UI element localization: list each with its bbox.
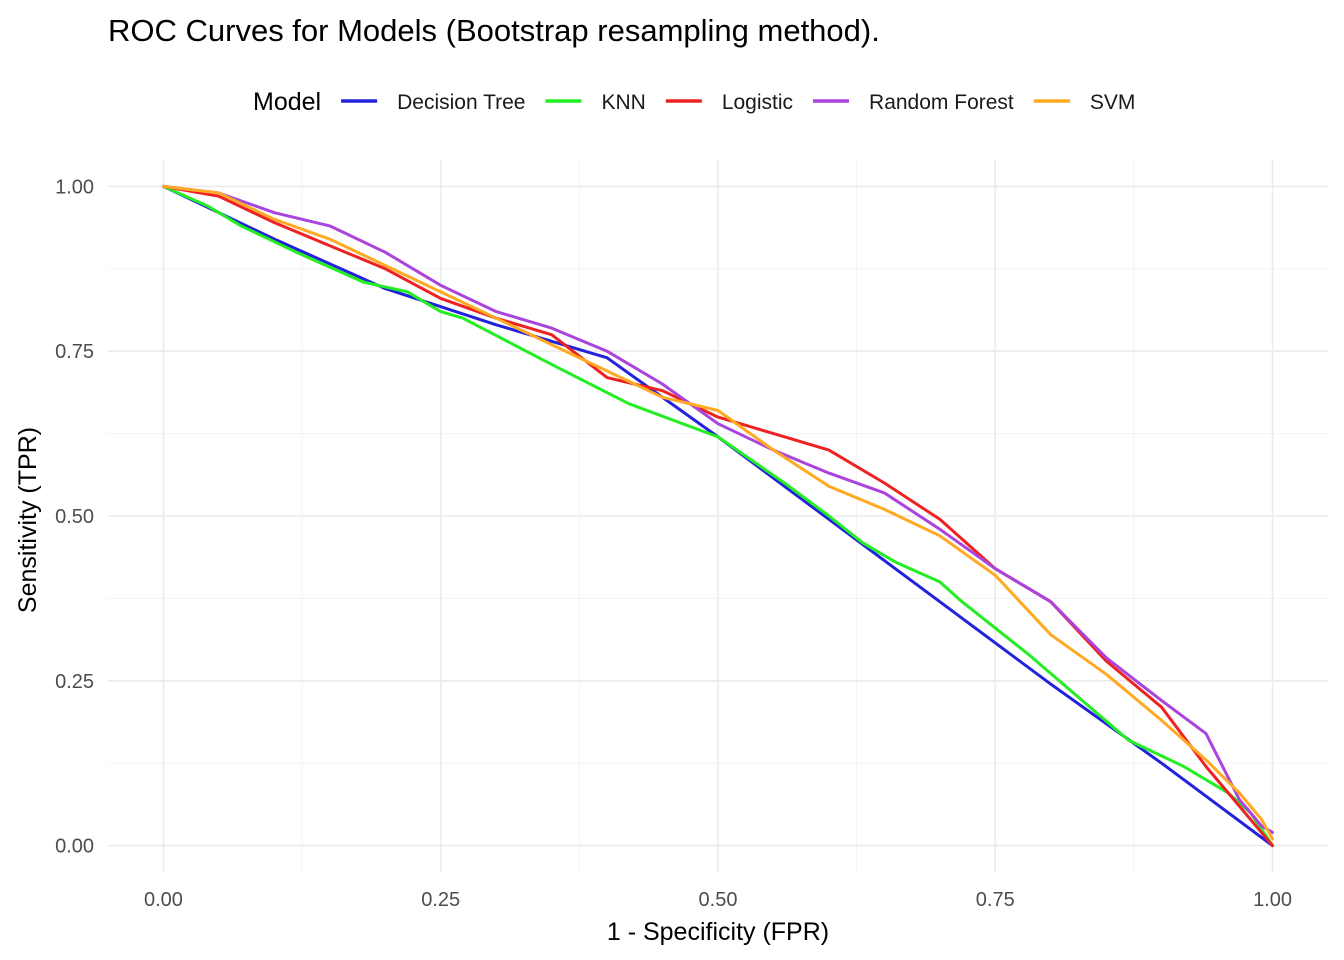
- chart-title: ROC Curves for Models (Bootstrap resampl…: [108, 13, 880, 48]
- series-line-knn: [162, 184, 1274, 848]
- x-tick-label: 1.00: [1253, 889, 1292, 911]
- y-tick-label: 1.00: [55, 176, 94, 198]
- plot-grid: [108, 160, 1328, 872]
- y-tick-label: 0.25: [55, 671, 94, 693]
- series-line-logistic: [162, 184, 1274, 848]
- x-axis-ticks: 0.00 0.25 0.50 0.75 1.00: [144, 889, 1292, 911]
- y-axis-title: Sensitivity (TPR): [14, 427, 42, 613]
- legend: Model Decision Tree KNN Logistic Random For…: [253, 88, 1135, 116]
- legend-title: Model: [253, 88, 321, 116]
- legend-label-random-forest: Random Forest: [869, 91, 1014, 114]
- y-tick-label: 0.00: [55, 836, 94, 858]
- y-axis-ticks: 0.00 0.25 0.50 0.75 1.00: [55, 176, 94, 857]
- legend-label-logistic: Logistic: [722, 91, 793, 114]
- x-tick-label: 0.75: [976, 889, 1015, 911]
- legend-label-svm: SVM: [1090, 91, 1136, 114]
- x-tick-label: 0.25: [421, 889, 460, 911]
- legend-label-knn: KNN: [601, 91, 645, 114]
- series-line-svm: [162, 184, 1274, 841]
- series-layer: [162, 184, 1274, 848]
- x-tick-label: 0.00: [144, 889, 183, 911]
- x-tick-label: 0.50: [699, 889, 738, 911]
- y-tick-label: 0.75: [55, 341, 94, 363]
- y-tick-label: 0.50: [55, 506, 94, 528]
- x-axis-title: 1 - Specificity (FPR): [607, 918, 829, 946]
- legend-label-decision-tree: Decision Tree: [397, 91, 525, 114]
